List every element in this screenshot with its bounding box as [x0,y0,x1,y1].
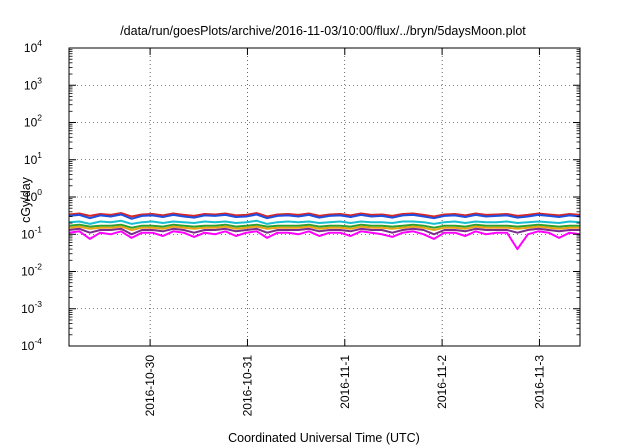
y-tick-label: 101 [24,150,42,167]
y-axis-label: cGy/day [19,176,33,223]
series-line-2 [68,213,581,220]
x-tick-label: 2016-10-30 [143,355,157,417]
x-axis: 2016-10-30 2016-10-31 2016-11-1 2016-11-2 20… [143,48,546,416]
series-line-4 [68,223,580,229]
series-line-7 [68,230,581,251]
series-line-3 [68,219,581,225]
grid [69,47,580,347]
x-axis-label: Coordinated Universal Time (UTC) [228,431,420,445]
x-tick-label: 2016-11-1 [338,355,352,409]
y-tick-label: 104 [24,38,42,55]
x-tick-label: 2016-11-3 [532,355,546,409]
y-tick-label: 10-4 [21,336,42,353]
x-tick-label: 2016-10-31 [240,355,254,417]
y-tick-label: 100 [24,187,42,204]
series-line-1 [68,212,581,218]
y-tick-label: 10-2 [21,262,42,279]
chart-title: /data/run/goesPlots/archive/2016-11-03/1… [120,24,526,38]
series-line-6 [68,227,580,236]
y-tick-label: 10-1 [21,224,42,241]
x-tick-label: 2016-11-2 [435,355,449,409]
y-tick-label: 10-3 [21,299,42,316]
series-line-5 [68,225,580,231]
series-group [68,212,581,251]
y-tick-label: 103 [24,75,42,92]
y-axis: 104 103 102 101 100 10-1 10-2 10-3 10-4 [21,38,580,353]
y-tick-label: 102 [24,113,42,130]
